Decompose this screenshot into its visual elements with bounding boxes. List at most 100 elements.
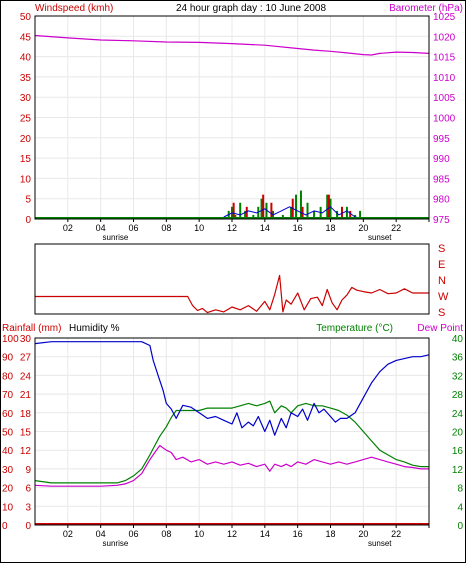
rainfall-y-tick-label: 24 [20,371,32,382]
wind-bar [252,214,255,219]
plot-frame [34,243,430,315]
wind-y-tick-label: 0 [25,215,31,226]
rainfall-y-tick-label: 27 [20,353,32,364]
x-tick-label: 14 [260,529,270,539]
rainfall-y-tick-label: 0 [25,521,31,532]
sunset-label: sunset [368,539,392,548]
humidity-y-tick-label: 10 [2,502,14,513]
humidity-line [34,341,430,436]
wind-bar [239,202,242,219]
wind-y-tick-label: 25 [20,114,32,125]
barometer-y-tick-label: 1015 [433,53,456,64]
x-tick-label: 06 [128,223,138,233]
wind-average-line [223,206,364,220]
humidity-y-tick-label: 0 [2,521,8,532]
rainfall-y-tick-label: 18 [20,409,32,420]
rainfall-y-tick-label: 21 [20,390,32,401]
dewpoint-axis-title: Dew Point [417,323,463,334]
barometer-y-tick-label: 1000 [433,114,456,125]
barometer-y-tick-label: 980 [433,195,450,206]
gust-bar [262,194,265,219]
rainfall-y-tick-label: 6 [25,484,31,495]
x-tick-label: 02 [63,223,73,233]
temperature-y-tick-label: 24 [452,409,464,420]
rainfall-axis-title: Rainfall (mm) [2,323,61,334]
humidity-y-tick-label: 40 [2,446,14,457]
humidity-y-tick-label: 50 [2,428,14,439]
x-tick-label: 04 [96,223,106,233]
wind-bar [326,194,329,219]
x-tick-label: 18 [325,223,335,233]
barometer-y-tick-label: 1020 [433,32,456,43]
direction-label: N [438,275,446,287]
temperature-y-tick-label: 28 [452,390,464,401]
wind-bar [345,206,348,219]
rainfall-y-tick-label: 12 [20,446,32,457]
direction-label: W [438,291,449,303]
wind-bar [329,198,332,219]
gust-bar [270,202,273,219]
temperature-y-tick-label: 40 [452,334,464,345]
gust-bar [327,194,330,219]
dewpoint-line [34,444,429,487]
wind-bar [290,206,293,219]
x-tick-label: 06 [128,529,138,539]
wind-bar [359,210,362,219]
temperature-line [34,400,429,484]
barometer-y-tick-label: 1005 [433,93,456,104]
wind-y-tick-label: 40 [20,53,32,64]
temperature-y-tick-label: 36 [452,353,464,364]
x-tick-label: 08 [161,529,171,539]
sunset-label: sunset [368,233,392,242]
x-tick-label: 22 [391,223,401,233]
direction-label: S [438,243,445,255]
humidity-y-tick-label: 80 [2,371,14,382]
barometer-axis-title: Barometer (hPa) [389,3,463,14]
rainfall-y-tick-label: 15 [20,428,32,439]
barometer-y-tick-label: 995 [433,134,450,145]
temperature-y-tick-label: 20 [452,428,464,439]
chart-title: 24 hour graph day : 10 June 2008 [176,3,327,14]
wind-bar [244,210,247,219]
temperature-y-tick-label: 32 [452,371,464,382]
temperature-y-tick-label: 8 [457,484,463,495]
x-tick-label: 16 [293,223,303,233]
humidity-y-tick-label: 60 [2,409,14,420]
humidity-y-tick-label: 30 [2,465,14,476]
rainfall-y-tick-label: 9 [25,465,31,476]
barometer-y-tick-label: 975 [433,215,450,226]
x-tick-label: 02 [63,529,73,539]
humidity-axis-title: Humidity % [69,323,120,334]
gust-bar [245,206,248,219]
wind-y-tick-label: 5 [25,195,31,206]
wind-y-tick-label: 15 [20,154,32,165]
humidity-y-tick-label: 90 [2,353,14,364]
x-tick-label: 08 [161,223,171,233]
humidity-y-tick-label: 70 [2,390,14,401]
temperature-y-tick-label: 4 [457,502,463,513]
x-tick-label: 20 [358,223,368,233]
wind-bar [234,214,237,219]
x-tick-label: 16 [293,529,303,539]
x-tick-label: 10 [194,529,204,539]
direction-plot-area [35,244,429,314]
windspeed-axis-title: Windspeed (kmh) [35,3,113,14]
barometer-line [34,34,430,56]
barometer-y-tick-label: 1010 [433,73,456,84]
barometer-y-tick-label: 985 [433,174,450,185]
rainfall-y-tick-label: 30 [20,334,32,345]
x-tick-label: 18 [325,529,335,539]
wind-y-tick-label: 10 [20,174,32,185]
direction-label: E [438,259,445,271]
x-tick-label: 22 [391,529,401,539]
wind-bar [295,194,298,219]
wind-bar [306,202,309,219]
wind-bar [313,210,316,219]
x-tick-label: 12 [227,223,237,233]
wind-bar [265,202,268,219]
wind-y-tick-label: 50 [20,12,32,23]
wind-bar [281,214,284,219]
gust-bar [232,202,235,219]
